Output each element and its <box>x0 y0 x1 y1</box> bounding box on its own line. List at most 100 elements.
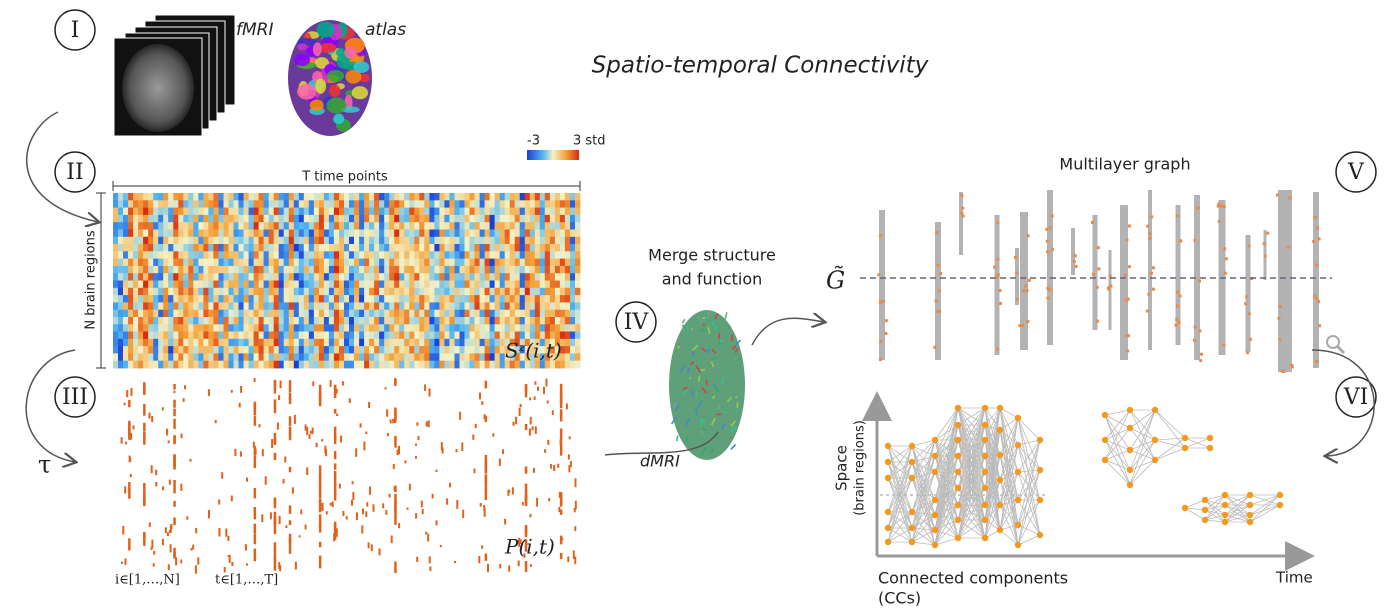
heat-cell <box>364 193 369 201</box>
heat-cell <box>148 266 153 274</box>
heat-cell <box>510 295 515 303</box>
heat-cell <box>475 266 480 274</box>
active-cell <box>508 565 510 571</box>
heat-cell <box>480 208 485 216</box>
heat-cell <box>183 208 188 216</box>
heat-cell <box>470 361 475 369</box>
heat-cell <box>244 295 249 303</box>
heat-cell <box>329 310 334 318</box>
heat-cell <box>183 288 188 296</box>
heat-cell <box>264 215 269 223</box>
heat-cell <box>188 251 193 259</box>
heat-cell <box>128 193 133 201</box>
heat-cell <box>520 317 525 325</box>
heat-cell <box>314 244 319 252</box>
heat-cell <box>244 346 249 354</box>
heat-cell <box>364 237 369 245</box>
heat-cell <box>374 193 379 201</box>
heat-cell <box>133 200 138 208</box>
heat-cell <box>409 353 414 361</box>
heat-cell <box>329 317 334 325</box>
heat-cell <box>188 346 193 354</box>
heat-cell <box>550 222 555 230</box>
heat-cell <box>279 302 284 310</box>
heat-cell <box>148 193 153 201</box>
active-cell <box>415 456 417 459</box>
heat-cell <box>234 317 239 325</box>
heat-cell <box>434 266 439 274</box>
active-cell <box>130 474 132 477</box>
active-cell <box>529 428 531 435</box>
heat-cell <box>555 222 560 230</box>
heat-cell <box>143 295 148 303</box>
heat-cell <box>118 361 123 369</box>
heat-cell <box>565 317 570 325</box>
heat-cell <box>399 244 404 252</box>
heat-cell <box>550 244 555 252</box>
heat-cell <box>545 259 550 267</box>
heat-cell <box>254 295 259 303</box>
heat-cell <box>460 222 465 230</box>
heat-cell <box>249 266 254 274</box>
edge <box>1185 500 1205 508</box>
heat-cell <box>520 230 525 238</box>
heat-cell <box>264 193 269 201</box>
heat-cell <box>259 200 264 208</box>
heat-cell <box>234 281 239 289</box>
heat-cell <box>434 193 439 201</box>
heat-cell <box>249 310 254 318</box>
heat-cell <box>349 273 354 281</box>
heat-cell <box>234 251 239 259</box>
heat-cell <box>183 324 188 332</box>
atlas-region <box>297 84 316 100</box>
node <box>997 427 1003 433</box>
heat-cell <box>439 346 444 354</box>
heat-cell <box>550 302 555 310</box>
heat-cell <box>439 317 444 325</box>
active-cell <box>271 439 273 448</box>
heat-cell <box>264 317 269 325</box>
heat-cell <box>264 288 269 296</box>
heat-cell <box>510 215 515 223</box>
heat-cell <box>294 302 299 310</box>
active-cell <box>319 490 322 498</box>
active-cell <box>459 412 461 420</box>
heat-cell <box>409 222 414 230</box>
heat-cell <box>424 237 429 245</box>
active-cell <box>162 407 164 410</box>
active-cell <box>254 524 257 534</box>
active-cell <box>487 564 489 572</box>
heat-cell <box>374 324 379 332</box>
heat-cell <box>143 222 148 230</box>
active-cell <box>446 498 448 504</box>
heat-cell <box>354 222 359 230</box>
active-cell <box>283 479 285 484</box>
heat-cell <box>525 273 530 281</box>
active-cell <box>330 503 332 506</box>
heat-cell <box>525 230 530 238</box>
heat-cell <box>329 259 334 267</box>
heat-cell <box>113 251 118 259</box>
heat-cell <box>208 251 213 259</box>
heat-cell <box>299 353 304 361</box>
heat-cell <box>525 251 530 259</box>
active-cell <box>512 487 514 494</box>
heat-cell <box>399 251 404 259</box>
node <box>1277 502 1283 508</box>
heat-cell <box>329 288 334 296</box>
heat-cell <box>158 208 163 216</box>
heat-cell <box>289 200 294 208</box>
heat-cell <box>560 237 565 245</box>
heat-cell <box>264 295 269 303</box>
heat-cell <box>324 281 329 289</box>
heat-cell <box>163 208 168 216</box>
heat-cell <box>520 251 525 259</box>
heat-cell <box>434 332 439 340</box>
heat-cell <box>455 251 460 259</box>
heat-cell <box>480 353 485 361</box>
heat-cell <box>319 281 324 289</box>
node <box>997 502 1003 508</box>
heat-cell <box>279 259 284 267</box>
heat-cell <box>113 237 118 245</box>
heat-cell <box>168 324 173 332</box>
